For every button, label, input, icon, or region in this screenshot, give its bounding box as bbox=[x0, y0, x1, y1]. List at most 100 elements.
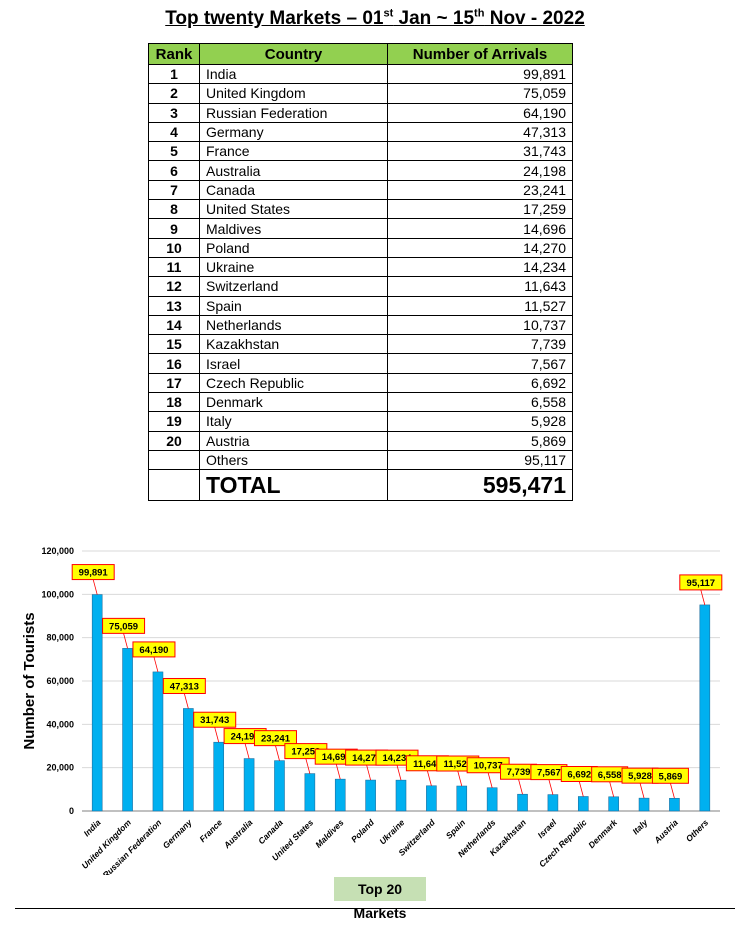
rank-cell: 16 bbox=[148, 353, 200, 374]
data-label: 6,558 bbox=[598, 770, 622, 781]
table-row: 3 Russian Federation 64,190 bbox=[148, 102, 573, 123]
bar bbox=[517, 793, 528, 812]
y-tick-label: 120,000 bbox=[41, 546, 74, 556]
country-cell: Kazakhstan bbox=[199, 334, 388, 355]
x-tick-label: Poland bbox=[349, 817, 377, 845]
total-row: TOTAL 595,471 bbox=[148, 469, 573, 502]
country-cell: Israel bbox=[199, 353, 388, 374]
x-tick-label: Denmark bbox=[586, 816, 620, 850]
country-cell: Austria bbox=[199, 430, 388, 451]
arrivals-bar-chart: 0 20,000 40,000 60,000 80,000 100,000 120,000 N… bbox=[21, 546, 723, 875]
rank-cell: 17 bbox=[148, 372, 200, 394]
data-label: 6,692 bbox=[567, 770, 591, 781]
arrivals-cell: 7,739 bbox=[387, 334, 573, 355]
country-cell: Maldives bbox=[199, 218, 388, 239]
data-label: 64,190 bbox=[139, 645, 168, 656]
bar bbox=[577, 796, 589, 812]
arrivals-cell: 75,059 bbox=[387, 83, 573, 104]
arrivals-cell: 11,643 bbox=[387, 276, 573, 297]
arrivals-cell: 6,558 bbox=[387, 392, 573, 413]
country-cell: Netherlands bbox=[199, 314, 388, 336]
country-cell: Others bbox=[199, 449, 388, 471]
data-label-leader bbox=[487, 772, 493, 788]
arrivals-cell: 99,891 bbox=[387, 63, 573, 85]
x-tick-label: India bbox=[82, 817, 103, 838]
table-row: 10 Poland 14,270 bbox=[148, 237, 573, 258]
rank-cell: 18 bbox=[148, 392, 200, 413]
bar bbox=[152, 671, 164, 812]
bar bbox=[122, 648, 133, 812]
country-cell: France bbox=[199, 141, 388, 162]
country-cell: Ukraine bbox=[199, 256, 388, 278]
data-label-box bbox=[193, 711, 237, 728]
country-cell: Germany bbox=[199, 121, 388, 143]
country-cell: Australia bbox=[199, 160, 388, 181]
data-label: 17,259 bbox=[291, 747, 320, 758]
arrivals-cell: 5,928 bbox=[387, 411, 573, 432]
data-label-leader bbox=[183, 693, 189, 709]
bar bbox=[274, 760, 285, 812]
data-label: 31,743 bbox=[200, 715, 229, 726]
data-label: 10,737 bbox=[474, 761, 503, 772]
data-label-leader bbox=[518, 779, 523, 795]
x-tick-label: Australia bbox=[221, 817, 255, 851]
data-label: 7,567 bbox=[537, 768, 561, 779]
total-label: TOTAL bbox=[199, 469, 388, 502]
rank-cell: 11 bbox=[148, 256, 200, 278]
arrivals-cell: 31,743 bbox=[387, 141, 573, 162]
data-label-leader bbox=[153, 656, 159, 673]
data-label: 47,313 bbox=[170, 681, 199, 692]
data-label-leader bbox=[123, 633, 128, 649]
rank-cell: 8 bbox=[148, 199, 200, 220]
bar bbox=[456, 785, 468, 812]
data-label-leader bbox=[92, 579, 98, 595]
bar bbox=[669, 797, 680, 812]
bar bbox=[304, 773, 316, 812]
rank-cell: 5 bbox=[148, 141, 200, 162]
data-label-leader bbox=[244, 743, 250, 759]
total-value: 595,471 bbox=[387, 469, 573, 502]
table-row: 18 Denmark 6,558 bbox=[148, 392, 573, 413]
rank-cell: 6 bbox=[148, 160, 200, 181]
arrivals-cell: 11,527 bbox=[387, 295, 573, 316]
data-label-leader bbox=[305, 758, 311, 774]
x-tick-label: Germany bbox=[161, 816, 195, 850]
data-label-box bbox=[132, 641, 176, 658]
rank-cell: 13 bbox=[148, 295, 200, 316]
data-label: 14,696 bbox=[322, 752, 351, 763]
data-label-leader bbox=[578, 781, 584, 797]
table-row: 11 Ukraine 14,234 bbox=[148, 256, 573, 278]
country-cell: Poland bbox=[199, 237, 388, 258]
data-label-leader bbox=[396, 765, 402, 781]
table-row: 1 India 99,891 bbox=[148, 63, 573, 85]
table-row: 17 Czech Republic 6,692 bbox=[148, 372, 573, 394]
arrivals-cell: 10,737 bbox=[387, 314, 573, 336]
rank-cell bbox=[148, 449, 200, 471]
country-cell: Spain bbox=[199, 295, 388, 316]
table-row: 13 Spain 11,527 bbox=[148, 295, 573, 316]
bar bbox=[243, 758, 255, 812]
data-label-box bbox=[679, 574, 723, 591]
bar bbox=[395, 779, 407, 812]
page-title: Top twenty Markets – 01st Jan ~ 15th Nov… bbox=[165, 7, 585, 29]
table-row: 9 Maldives 14,696 bbox=[148, 218, 573, 239]
arrivals-cell: 6,692 bbox=[387, 372, 573, 394]
arrivals-cell: 14,270 bbox=[387, 237, 573, 258]
y-tick-label: 20,000 bbox=[46, 763, 74, 773]
arrivals-cell: 23,241 bbox=[387, 179, 573, 201]
rank-cell: 20 bbox=[148, 430, 200, 451]
data-label: 11,643 bbox=[413, 759, 442, 770]
x-tick-label: Israel bbox=[536, 817, 559, 840]
table-row: 8 United States 17,259 bbox=[148, 199, 573, 220]
rank-cell: 10 bbox=[148, 237, 200, 258]
rank-cell: 14 bbox=[148, 314, 200, 336]
y-tick-label: 100,000 bbox=[41, 589, 74, 599]
x-tick-label: Canada bbox=[256, 817, 285, 846]
country-cell: Canada bbox=[199, 179, 388, 201]
data-label-box bbox=[102, 617, 146, 634]
arrivals-cell: 7,567 bbox=[387, 353, 573, 374]
bar bbox=[365, 779, 376, 812]
header-country: Country bbox=[199, 43, 388, 65]
data-label: 14,234 bbox=[382, 753, 412, 764]
data-label: 5,928 bbox=[628, 771, 652, 782]
